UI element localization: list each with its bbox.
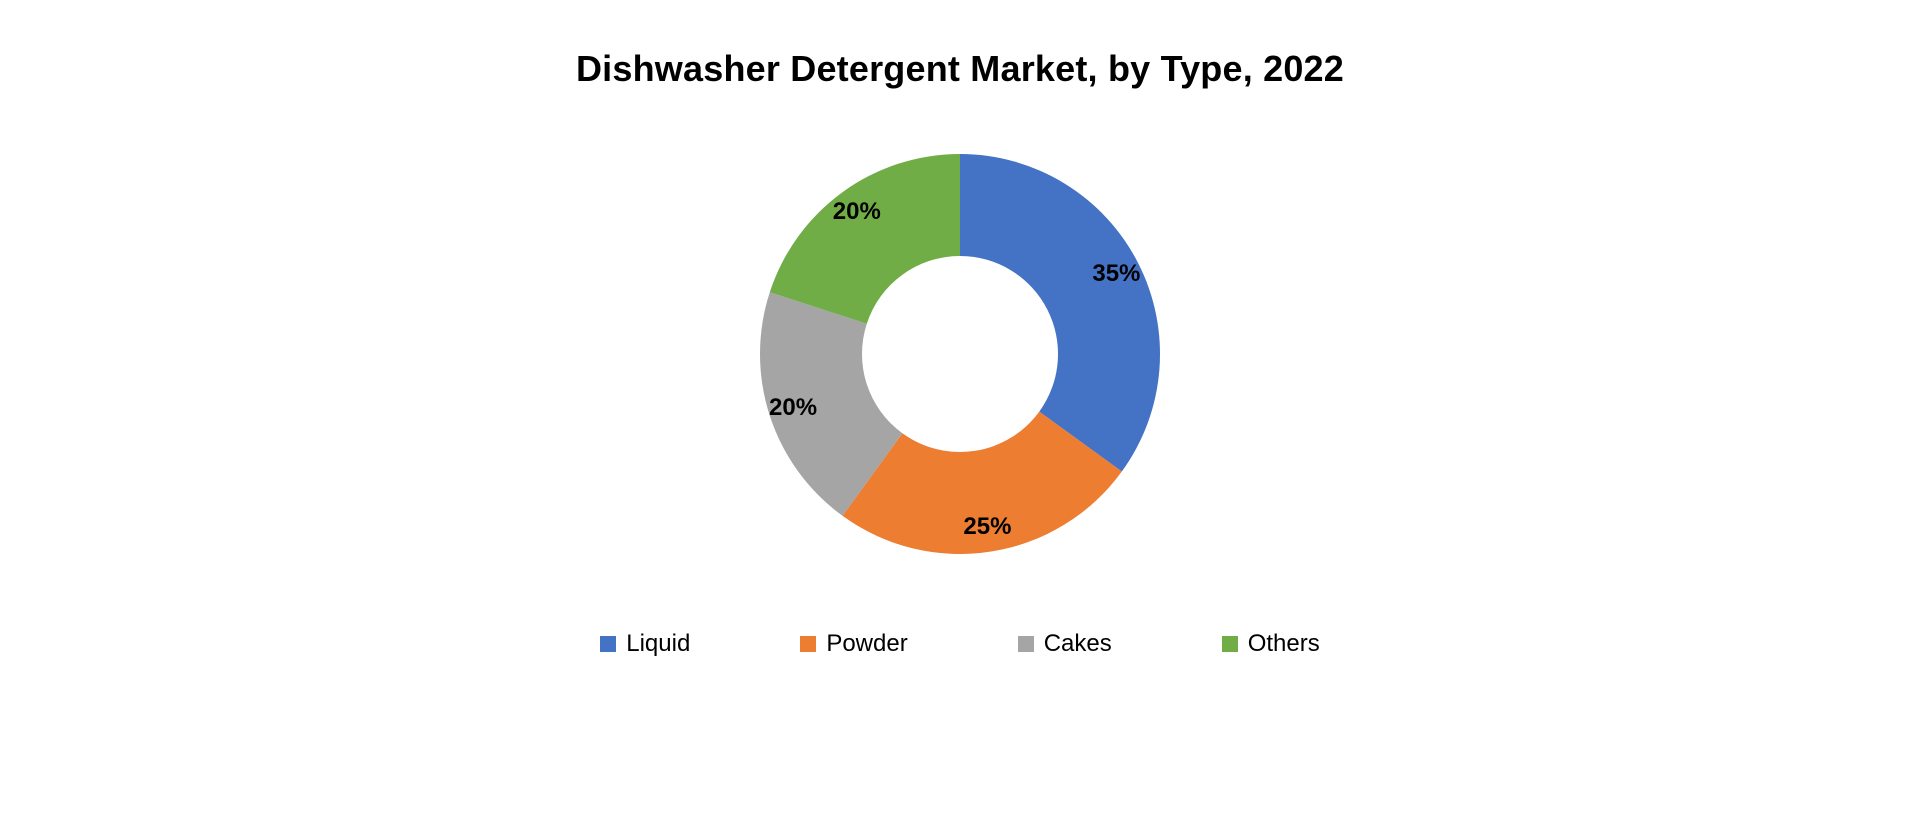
legend-swatch-icon <box>1222 636 1238 652</box>
donut-svg <box>740 134 1180 574</box>
legend-label: Cakes <box>1044 630 1112 658</box>
slice-label-liquid: 35% <box>1092 260 1140 288</box>
chart-title: Dishwasher Detergent Market, by Type, 20… <box>576 48 1344 90</box>
legend-swatch-icon <box>600 636 616 652</box>
donut-slice-liquid <box>960 154 1160 472</box>
legend: Liquid Powder Cakes Others <box>600 630 1320 658</box>
legend-item-cakes: Cakes <box>1018 630 1112 658</box>
slice-label-others: 20% <box>833 198 881 226</box>
legend-swatch-icon <box>1018 636 1034 652</box>
legend-label: Liquid <box>626 630 690 658</box>
slice-label-powder: 25% <box>963 513 1011 541</box>
legend-item-liquid: Liquid <box>600 630 690 658</box>
chart-container: Dishwasher Detergent Market, by Type, 20… <box>0 0 1920 818</box>
legend-item-powder: Powder <box>800 630 907 658</box>
slice-label-cakes: 20% <box>769 394 817 422</box>
legend-label: Powder <box>826 630 907 658</box>
donut-chart: 35% 25% 20% 20% <box>740 134 1180 574</box>
donut-slice-others <box>770 154 960 324</box>
legend-item-others: Others <box>1222 630 1320 658</box>
legend-swatch-icon <box>800 636 816 652</box>
legend-label: Others <box>1248 630 1320 658</box>
